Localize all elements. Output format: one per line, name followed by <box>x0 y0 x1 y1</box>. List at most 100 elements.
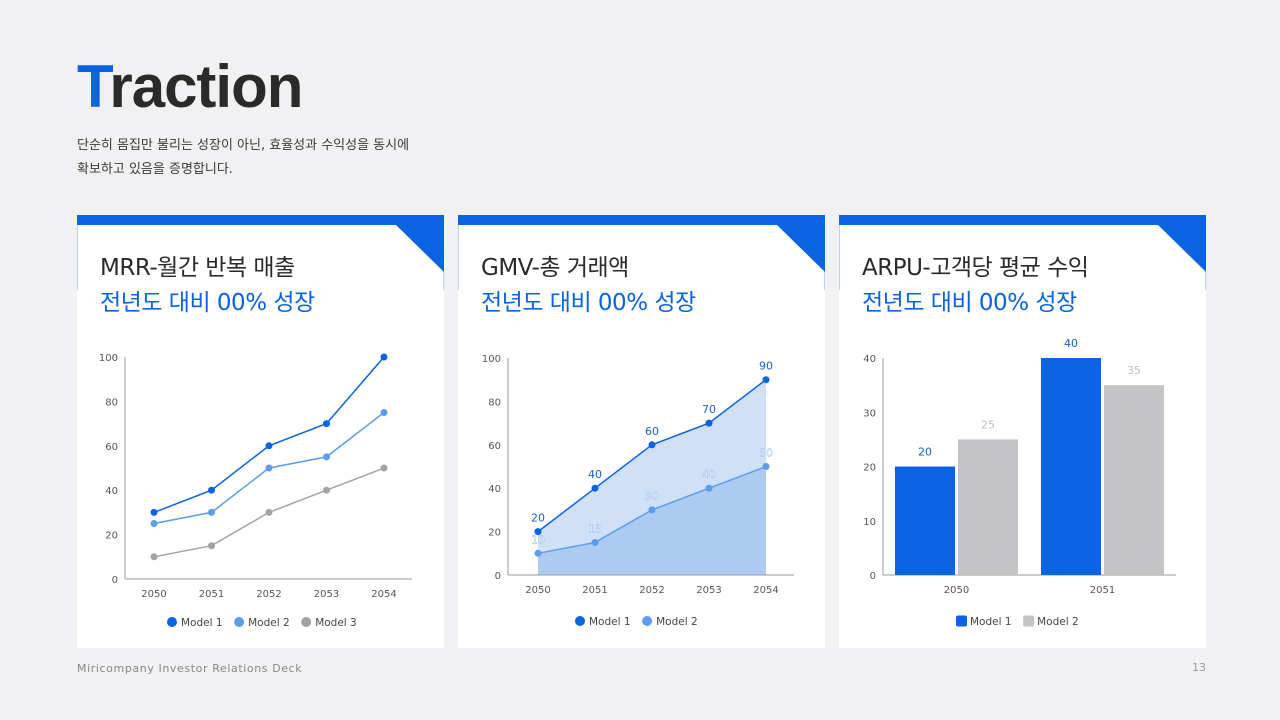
legend-dot <box>301 617 312 627</box>
bar <box>958 439 1018 575</box>
legend-swatch <box>956 615 967 627</box>
data-label: 15 <box>588 522 602 535</box>
legend-label: Model 3 <box>315 617 357 629</box>
series-line <box>153 356 385 514</box>
card-title: GMV-총 거래액 <box>481 255 629 281</box>
data-label: 20 <box>918 446 932 459</box>
bar <box>1041 358 1101 575</box>
x-tick-label: 2052 <box>639 585 664 596</box>
x-tick-label: 2050 <box>944 585 969 596</box>
data-point <box>705 419 713 427</box>
y-tick-label: 40 <box>863 354 876 365</box>
card-gmv: GMV-총 거래액 전년도 대비 00% 성장 0 20 40 60 80 100 2050… <box>458 215 825 648</box>
data-point <box>208 486 215 494</box>
data-point <box>265 508 273 516</box>
data-label: 50 <box>759 447 773 460</box>
data-point <box>208 508 215 516</box>
card-corner-triangle <box>396 225 444 272</box>
data-point <box>648 506 656 514</box>
data-point <box>762 463 770 470</box>
page-number: 13 <box>1192 661 1206 674</box>
x-tick-label: 2051 <box>582 585 607 596</box>
y-tick-label: 40 <box>105 486 118 497</box>
page-title-rest: raction <box>109 53 303 120</box>
y-tick-label: 20 <box>105 531 118 542</box>
y-tick-label: 80 <box>105 397 118 408</box>
data-label: 35 <box>1127 364 1141 377</box>
subtitle-line-1: 단순히 몸집만 불리는 성장이 아닌, 효율성과 수익성을 동시에 <box>77 138 410 153</box>
legend-label: Model 1 <box>589 616 631 628</box>
gmv-area-chart: 0 20 40 60 80 100 2050 2051 2052 2053 2054 20 40 60 70… <box>482 354 794 628</box>
y-tick-label: 10 <box>863 517 876 528</box>
series-area <box>538 466 766 575</box>
legend-label: Model 1 <box>181 617 223 629</box>
data-label: 40 <box>588 468 602 481</box>
y-tick-label: 0 <box>870 571 876 582</box>
data-point <box>648 441 656 449</box>
y-tick-label: 100 <box>99 353 118 364</box>
data-point <box>762 376 770 384</box>
card-top-bar <box>839 215 1206 225</box>
legend-swatch <box>1023 615 1035 627</box>
card-top-bar <box>77 215 444 225</box>
card-growth: 전년도 대비 00% 성장 <box>100 290 315 316</box>
x-tick-label: 2051 <box>1090 585 1115 596</box>
data-label: 30 <box>645 490 659 503</box>
y-tick-label: 60 <box>105 442 118 453</box>
data-point <box>705 484 713 492</box>
mrr-line-chart: 0 20 40 60 80 100 2050 2051 2052 2053 2054 Model 1 M… <box>99 353 412 629</box>
data-label: 10 <box>531 533 545 546</box>
data-point <box>323 453 330 461</box>
data-label: 20 <box>531 512 545 525</box>
footer-deck-name: Miricompany Investor Relations Deck <box>77 662 303 675</box>
bar <box>1104 385 1164 575</box>
page-title: Traction <box>77 52 303 122</box>
card-corner-triangle <box>1158 225 1206 272</box>
legend-dot <box>234 617 245 627</box>
y-tick-label: 0 <box>495 571 501 582</box>
card-edge <box>458 225 459 290</box>
legend-dot <box>642 616 653 626</box>
y-tick-label: 0 <box>112 575 118 586</box>
data-point <box>591 484 599 492</box>
data-point <box>380 464 388 472</box>
x-tick-label: 2050 <box>141 589 166 600</box>
card-edge <box>839 225 840 290</box>
card-edge <box>77 225 78 290</box>
y-tick-label: 20 <box>488 528 501 539</box>
legend-dot <box>167 617 177 627</box>
card-growth: 전년도 대비 00% 성장 <box>862 290 1077 316</box>
x-tick-label: 2053 <box>696 585 721 596</box>
x-tick-label: 2053 <box>314 589 339 600</box>
x-tick-label: 2051 <box>199 589 224 600</box>
data-label: 40 <box>702 468 716 481</box>
page-subtitle: 단순히 몸집만 불리는 성장이 아닌, 효율성과 수익성을 동시에 확보하고 있… <box>77 134 457 182</box>
x-tick-label: 2052 <box>256 589 281 600</box>
data-label: 40 <box>1064 337 1078 350</box>
data-point <box>323 420 330 428</box>
data-point <box>265 464 273 472</box>
y-tick-label: 80 <box>488 397 501 408</box>
data-point <box>380 409 388 416</box>
data-point <box>265 442 273 450</box>
subtitle-line-2: 확보하고 있음을 증명합니다. <box>77 162 233 177</box>
y-tick-label: 40 <box>488 484 501 495</box>
bar <box>895 466 955 575</box>
card-title: MRR-월간 반복 매출 <box>100 255 295 281</box>
legend-label: Model 2 <box>248 617 290 629</box>
data-point <box>380 353 388 361</box>
legend-label: Model 1 <box>970 616 1012 628</box>
card-arpu: ARPU-고객당 평균 수익 전년도 대비 00% 성장 0 10 20 30 40 20… <box>839 215 1206 648</box>
x-tick-label: 2054 <box>753 585 778 596</box>
data-point <box>208 542 215 550</box>
data-label: 90 <box>759 360 773 373</box>
legend-dot <box>575 616 585 626</box>
y-tick-label: 100 <box>482 354 501 365</box>
data-point <box>150 553 158 561</box>
data-point <box>150 508 158 516</box>
data-label: 60 <box>645 425 659 438</box>
data-point <box>591 538 599 546</box>
card-top-bar <box>458 215 825 225</box>
data-label: 25 <box>981 418 995 431</box>
data-point <box>534 549 542 557</box>
